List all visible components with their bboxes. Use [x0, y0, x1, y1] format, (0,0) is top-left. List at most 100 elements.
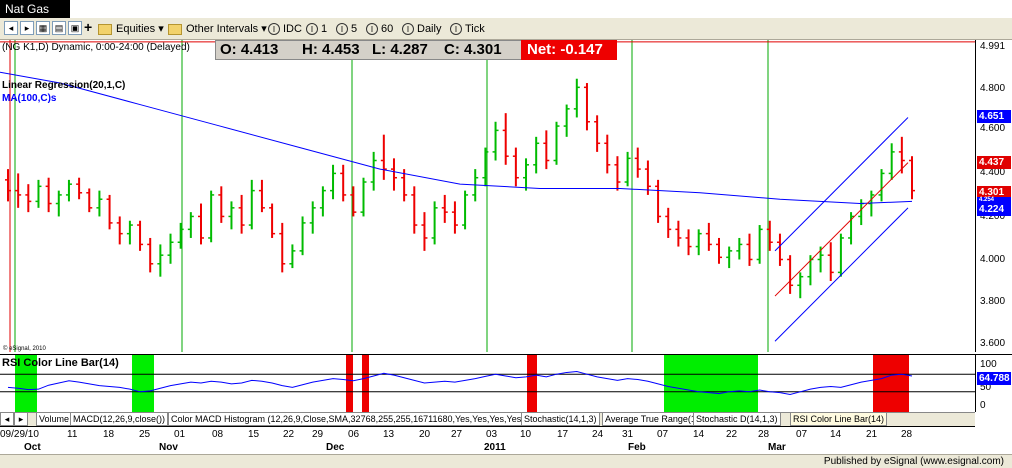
price-label: 4.400: [980, 167, 1006, 178]
price-bar: [421, 212, 428, 251]
price-bar: [898, 136, 905, 174]
price-bar: [482, 147, 489, 187]
window-title: Nat Gas: [0, 0, 70, 18]
rsi-zone: [664, 355, 758, 413]
equities-menu[interactable]: Equities ▾: [98, 21, 164, 37]
price-tag-red: 4.437: [977, 156, 1011, 169]
open-value: O: 4.413: [220, 41, 279, 58]
price-bar: [451, 201, 458, 234]
footer: Published by eSignal (www.esignal.com): [0, 454, 1012, 468]
price-bar: [65, 179, 72, 202]
add-icon[interactable]: +: [84, 19, 93, 35]
copyright-label: © eSignal, 2010: [3, 346, 46, 352]
interval-icon: I: [402, 23, 414, 36]
tab-atr[interactable]: Average True Range(14): [602, 413, 707, 426]
price-bar: [15, 173, 22, 208]
month-label: Oct: [24, 442, 41, 453]
folder-icon: [98, 23, 112, 35]
date-tick-label: 18: [103, 429, 115, 440]
price-bar: [746, 233, 753, 266]
price-bar: [177, 222, 184, 249]
price-bar: [360, 177, 367, 217]
symbol-line: (NG K1,D) Dynamic, 0:00-24:00 (Delayed): [2, 42, 190, 53]
price-bar: [187, 212, 194, 238]
rsi-zone: [346, 355, 353, 413]
tab-color-macd[interactable]: Color MACD Histogram (12,26,9,Close,SMA,…: [168, 413, 528, 426]
date-tick-label: 10: [520, 429, 532, 440]
regression-upper: [774, 117, 909, 252]
rsi-zone: [527, 355, 537, 413]
grid-button[interactable]: ▦: [36, 21, 50, 35]
regression-mid: [774, 162, 909, 297]
price-bar: [401, 169, 408, 202]
price-chart[interactable]: [0, 40, 975, 352]
price-bar: [5, 169, 11, 202]
price-bar: [909, 156, 915, 200]
linreg-label: Linear Regression(20,1,C): [2, 80, 126, 91]
tabs-scroll-right-button[interactable]: ▸: [14, 413, 28, 426]
interval-60[interactable]: I 60: [366, 21, 393, 37]
layout-button[interactable]: ▣: [68, 21, 82, 35]
price-bar: [695, 229, 702, 256]
price-label: 4.000: [980, 254, 1006, 265]
price-tag-red: 4.301: [977, 186, 1011, 199]
tab-stochastic[interactable]: Stochastic(14,1,3): [521, 413, 600, 426]
price-bar: [787, 255, 794, 294]
price-bar: [431, 201, 438, 245]
interval-idc[interactable]: I IDC: [268, 21, 302, 37]
ma-label: MA(100,C)s: [2, 93, 57, 104]
interval-tick[interactable]: I Tick: [450, 21, 485, 37]
price-bar: [827, 242, 834, 281]
interval-label: IDC: [283, 23, 302, 35]
price-bar: [157, 244, 164, 277]
price-bar: [614, 156, 621, 191]
zoom-out-button[interactable]: ◂: [4, 21, 18, 35]
price-tag-blue: 4.254: [977, 197, 1011, 203]
price-bar: [228, 201, 235, 230]
date-tick-label: 03: [486, 429, 498, 440]
price-bar: [553, 121, 560, 165]
price-bar: [644, 160, 651, 195]
date-tick-label: 15: [248, 429, 260, 440]
price-bar: [573, 78, 580, 118]
price-bar: [319, 186, 326, 217]
month-label: Dec: [326, 442, 345, 453]
rsi-chart-svg: [0, 355, 975, 413]
date-tick-label: 14: [830, 429, 842, 440]
interval-icon: I: [450, 23, 462, 36]
rsi-panel[interactable]: [0, 354, 975, 413]
date-axis: 09/29/10 11 18 25 01 08 15 22 29 06 13 20 27 03 10 17 24…: [0, 426, 975, 454]
date-tick-label: 22: [726, 429, 738, 440]
other-intervals-label: Other Intervals: [186, 23, 259, 35]
zoom-in-button[interactable]: ▸: [20, 21, 34, 35]
price-bar: [705, 222, 712, 251]
regression-lower: [774, 207, 909, 342]
tab-macd[interactable]: MACD(12,26,9,close()): [70, 413, 169, 426]
price-bar: [634, 147, 641, 178]
price-bar: [604, 134, 611, 174]
other-intervals-menu[interactable]: Other Intervals ▾: [168, 21, 267, 37]
toolbar: ◂ ▸ ▦ ▤ ▣ + Equities ▾ Other Intervals ▾…: [0, 18, 1012, 40]
tabs-scroll-left-button[interactable]: ◂: [0, 413, 14, 426]
date-tick-label: 24: [592, 429, 604, 440]
interval-label: 1: [321, 23, 328, 35]
interval-label: 5: [351, 23, 358, 35]
window-button[interactable]: ▤: [52, 21, 66, 35]
price-bar: [350, 186, 357, 217]
month-label: Mar: [768, 442, 786, 453]
interval-daily[interactable]: I Daily: [402, 21, 441, 37]
tab-volume[interactable]: Volume: [36, 413, 73, 426]
tab-stochastic-d[interactable]: Stochastic D(14,1,3): [693, 413, 781, 426]
price-bar: [583, 83, 590, 131]
tab-rsi[interactable]: RSI Color Line Bar(14): [790, 413, 888, 426]
price-bar: [726, 246, 733, 269]
price-bar: [797, 272, 804, 299]
price-bar: [380, 134, 387, 180]
price-bar: [624, 151, 631, 187]
month-label: 2011: [484, 442, 506, 453]
net-change: Net: -0.147: [521, 40, 617, 60]
folder-icon: [168, 23, 182, 35]
study-tabs: ◂ ▸ Volume MACD(12,26,9,close()) Color M…: [0, 412, 975, 426]
